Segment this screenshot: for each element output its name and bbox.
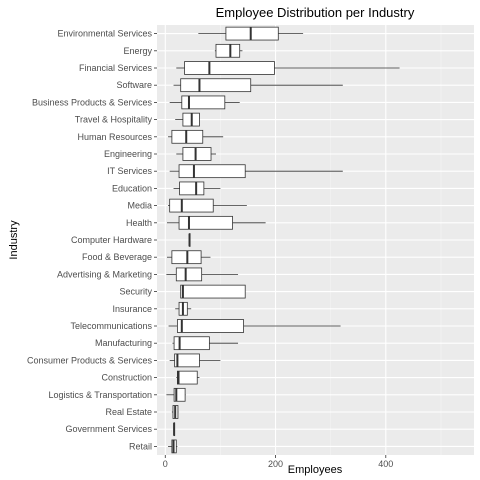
category-label: Media <box>127 201 152 211</box>
category-label: Energy <box>123 46 152 56</box>
category-label: Education <box>112 183 152 193</box>
category-label: Software <box>116 80 152 90</box>
box-advertising-marketing <box>166 267 239 282</box>
iqr-box <box>179 181 205 196</box>
box-computer-hardware <box>188 233 191 247</box>
iqr-box <box>176 370 198 385</box>
x-tick-label: 400 <box>378 459 393 469</box>
category-label: Engineering <box>104 149 152 159</box>
box-business-products-services <box>169 95 240 110</box>
category-label: Business Products & Services <box>32 97 153 107</box>
iqr-box <box>180 284 246 299</box>
iqr-box <box>174 353 200 368</box>
x-axis-ticks: 0 200 400 <box>163 455 393 469</box>
category-label: Environmental Services <box>57 29 152 39</box>
category-label: Advertising & Marketing <box>57 269 152 279</box>
category-label: Consumer Products & Services <box>27 355 153 365</box>
x-axis-title: Employees <box>288 464 343 476</box>
y-axis-title: Industry <box>8 220 20 260</box>
category-label: Insurance <box>112 304 152 314</box>
box-financial-services <box>176 61 400 75</box>
category-label: Government Services <box>65 424 152 434</box>
category-label: Security <box>119 287 152 297</box>
box-media <box>168 198 247 213</box>
category-label: Financial Services <box>79 63 153 73</box>
iqr-box <box>182 147 212 161</box>
box-real-estate <box>171 405 179 419</box>
category-label: Construction <box>101 373 152 383</box>
category-label: Telecommunications <box>70 321 152 331</box>
iqr-box <box>171 129 204 144</box>
iqr-box <box>215 43 241 58</box>
category-label: Travel & Hospitality <box>75 115 153 125</box>
box-engineering <box>176 147 216 161</box>
box-it-services <box>169 164 343 179</box>
category-label: Retail <box>129 441 152 451</box>
iqr-box <box>173 387 186 402</box>
iqr-box <box>178 215 233 230</box>
box-retail <box>168 439 178 454</box>
box-health <box>166 215 266 230</box>
box-insurance <box>175 301 192 316</box>
box-food-beverage <box>166 250 211 265</box>
iqr-box <box>176 319 244 333</box>
box-government-services <box>173 422 176 437</box>
box-security <box>180 284 246 299</box>
iqr-box <box>178 164 246 179</box>
category-label: Food & Beverage <box>82 252 152 262</box>
box-consumer-products-services <box>169 353 221 368</box>
x-tick-label: 200 <box>268 459 283 469</box>
box-education <box>173 181 221 196</box>
iqr-box <box>225 26 279 41</box>
box-energy <box>214 43 243 58</box>
box-logistics-transportation <box>166 387 186 402</box>
category-label: Manufacturing <box>95 338 152 348</box>
category-label: Logistics & Transportation <box>48 390 152 400</box>
category-labels: Environmental Services Energy Financial Se… <box>27 29 157 451</box>
iqr-box <box>169 198 214 213</box>
x-tick-label: 0 <box>163 459 168 469</box>
box-manufacturing <box>172 336 239 351</box>
category-label: IT Services <box>107 166 152 176</box>
box-travel-hospitality <box>175 112 200 127</box>
box-telecommunications <box>168 319 341 333</box>
category-label: Human Resources <box>77 132 152 142</box>
category-label: Health <box>126 218 152 228</box>
box-software <box>173 78 343 93</box>
iqr-box <box>184 61 275 75</box>
box-construction <box>176 370 200 385</box>
iqr-box <box>180 78 252 93</box>
iqr-box <box>175 267 203 282</box>
box-layer <box>166 26 400 454</box>
box-environmental-services <box>198 26 304 41</box>
iqr-box <box>173 336 210 351</box>
box-human-resources <box>168 129 224 144</box>
iqr-box <box>181 95 226 110</box>
category-label: Real Estate <box>105 407 152 417</box>
category-label: Computer Hardware <box>71 235 152 245</box>
chart-title: Employee Distribution per Industry <box>216 5 415 20</box>
